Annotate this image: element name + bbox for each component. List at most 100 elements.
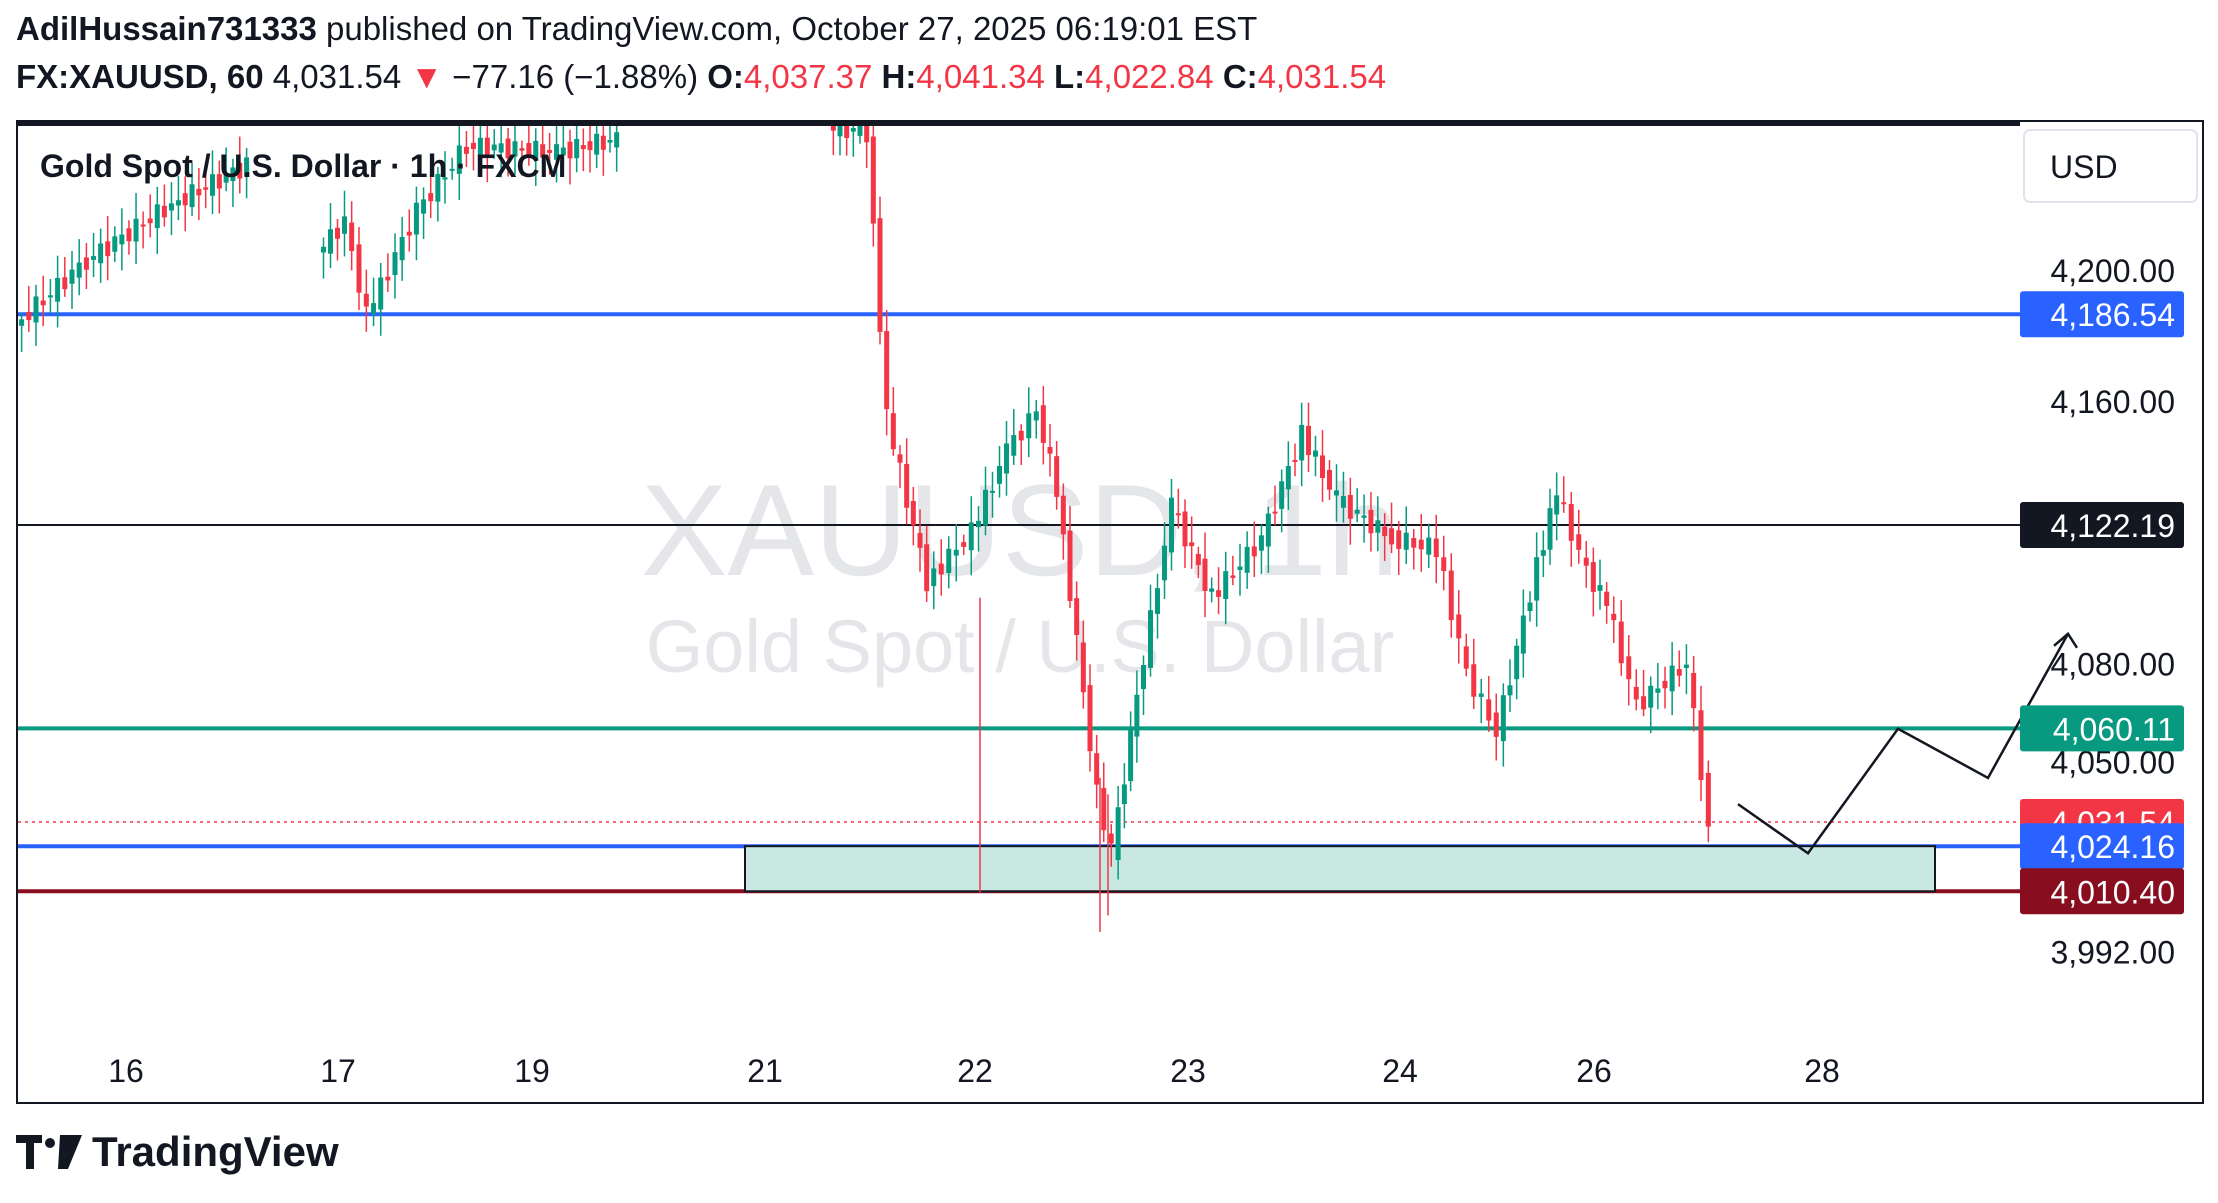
- candle: [904, 438, 910, 525]
- y-tick-label: 4,160.00: [2050, 384, 2175, 420]
- candle: [1471, 638, 1477, 709]
- candle: [189, 162, 195, 216]
- currency-label: USD: [2050, 149, 2118, 185]
- candle: [1340, 471, 1346, 523]
- candle: [491, 129, 497, 159]
- candle: [428, 167, 434, 219]
- currency-box[interactable]: [2023, 129, 2198, 203]
- candle: [983, 466, 988, 536]
- candle: [55, 255, 61, 328]
- candle: [1441, 535, 1447, 591]
- candle: [1195, 546, 1201, 579]
- watermark-name: Gold Spot / U.S. Dollar: [646, 605, 1395, 688]
- candle: [62, 256, 68, 297]
- candle: [1655, 662, 1661, 710]
- candle: [953, 523, 959, 582]
- price-badge: 4,186.54: [2020, 291, 2184, 338]
- low-value: 4,022.84: [1085, 58, 1214, 95]
- candle: [1279, 469, 1285, 533]
- candle: [484, 126, 490, 183]
- watermark-symbol: XAUUSD, 1h: [641, 457, 1400, 603]
- candle: [1418, 514, 1424, 572]
- price-axis[interactable]: USD: [2023, 129, 2198, 203]
- candle: [547, 132, 553, 175]
- candle: [1087, 664, 1093, 772]
- candle: [1426, 523, 1432, 569]
- chart-title: Gold Spot / U.S. Dollar · 1h · FXCM: [40, 148, 566, 184]
- candle: [1375, 496, 1381, 552]
- candle: [1507, 659, 1513, 713]
- support-zone[interactable]: [744, 845, 1936, 893]
- candle: [1705, 760, 1711, 843]
- candle: [587, 126, 593, 173]
- x-tick-label: 21: [747, 1053, 783, 1089]
- time-axis[interactable]: 16 17 19 21 22 23 24 26 28: [108, 1053, 1840, 1089]
- candle: [1320, 430, 1325, 503]
- candle: [1691, 656, 1697, 732]
- candle: [607, 126, 613, 153]
- x-tick-label: 26: [1576, 1053, 1612, 1089]
- candle: [1597, 559, 1603, 610]
- chart-frame[interactable]: [16, 120, 2204, 1104]
- price-badge-label: 4,122.19: [2050, 508, 2175, 544]
- candle: [1121, 763, 1127, 829]
- candle: [321, 237, 326, 279]
- watermark: XAUUSD, 1h Gold Spot / U.S. Dollar: [641, 457, 1400, 688]
- price-badge: 4,024.16: [2020, 823, 2184, 870]
- candle: [435, 166, 441, 222]
- tradingview-logo[interactable]: TradingView: [16, 1128, 339, 1176]
- projection-arrow-icon: [2053, 631, 2079, 649]
- candle: [126, 220, 132, 255]
- x-tick-label: 16: [108, 1053, 144, 1089]
- candle: [154, 186, 160, 255]
- candle: [363, 269, 369, 332]
- candle: [1285, 441, 1291, 510]
- price-badge-label: 4,060.11: [2053, 711, 2175, 747]
- candle: [470, 126, 476, 171]
- projection-path[interactable]: [1737, 633, 2070, 856]
- candle: [1648, 676, 1654, 734]
- price-badge: 4,010.40: [2020, 868, 2184, 915]
- candle: [1265, 506, 1271, 573]
- candle: [1004, 420, 1009, 496]
- candle: [456, 126, 462, 201]
- candle: [1141, 655, 1146, 716]
- candle: [1361, 494, 1367, 543]
- price-change: −77.16 (−1.88%): [452, 58, 699, 95]
- price-badges: 4,186.544,122.194,060.114,031.544,024.16…: [2020, 291, 2184, 915]
- candle: [1306, 402, 1311, 473]
- candle: [1633, 669, 1639, 711]
- candle: [33, 284, 39, 346]
- candle: [1611, 596, 1617, 644]
- tradingview-logo-icon: [16, 1135, 82, 1169]
- candle: [1060, 483, 1066, 560]
- candle: [1237, 543, 1243, 596]
- candle: [449, 157, 455, 180]
- candle: [924, 525, 930, 603]
- candle: [961, 534, 967, 556]
- candle: [105, 216, 111, 281]
- candle: [1486, 676, 1492, 732]
- brand-name: TradingView: [92, 1128, 339, 1175]
- open-value: 4,037.37: [743, 58, 873, 95]
- author-name[interactable]: AdilHussain731333: [16, 10, 317, 47]
- candle: [1155, 573, 1160, 639]
- candle: [594, 126, 600, 169]
- candle: [406, 209, 412, 252]
- candle: [1244, 531, 1250, 589]
- candle: [1074, 581, 1080, 661]
- high-value: 4,041.34: [916, 58, 1045, 95]
- close-value: 4,031.54: [1257, 58, 1387, 95]
- candle: [175, 175, 181, 221]
- candle: [1561, 476, 1567, 513]
- candle: [1433, 514, 1439, 584]
- candle: [830, 126, 836, 156]
- candle: [1448, 553, 1454, 638]
- candle: [884, 309, 890, 436]
- candle: [182, 176, 188, 232]
- candle: [1189, 516, 1195, 569]
- candle: [1182, 499, 1188, 569]
- candle: [614, 126, 620, 172]
- candle: [1101, 762, 1107, 843]
